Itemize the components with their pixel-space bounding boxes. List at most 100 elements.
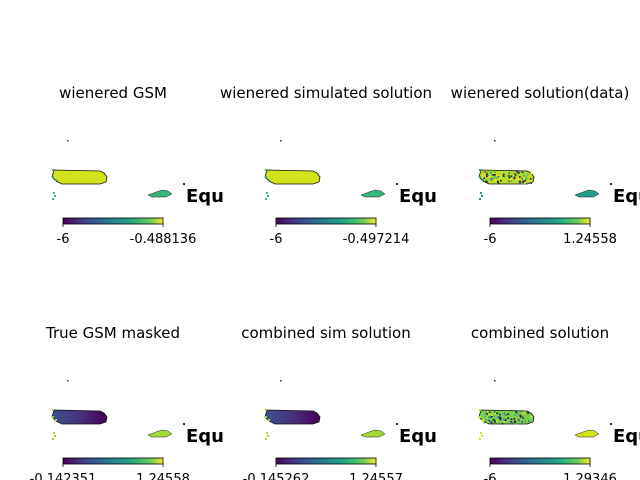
- noise-pixel: [515, 422, 517, 425]
- colorbar-min-label: -6: [57, 232, 70, 247]
- noise-pixel: [526, 419, 528, 422]
- edge-pixel: [55, 419, 57, 421]
- noise-pixel: [493, 416, 496, 418]
- noise-pixel: [530, 172, 533, 175]
- noise-pixel: [517, 181, 519, 184]
- edge-pixel: [52, 416, 54, 418]
- noise-pixel: [516, 419, 518, 422]
- noise-pixel: [527, 411, 529, 413]
- noise-pixel: [483, 177, 486, 180]
- edge-pixel: [479, 169, 481, 171]
- sky-region-main: [478, 169, 535, 185]
- edge-pixel: [52, 176, 54, 178]
- noise-pixel: [502, 173, 505, 176]
- noise-pixel: [484, 172, 486, 175]
- sky-region-main: [264, 169, 321, 185]
- noise-pixel: [483, 421, 485, 424]
- colorbar: [489, 217, 591, 225]
- noise-pixel: [498, 416, 501, 419]
- projection-label: Equ: [186, 186, 224, 207]
- noise-pixel: [529, 412, 531, 415]
- map-dot: [183, 183, 185, 185]
- edge-pixel: [265, 409, 267, 411]
- noise-pixel: [522, 181, 525, 184]
- noise-pixel: [498, 174, 501, 177]
- noise-pixel: [491, 174, 494, 177]
- noise-pixel: [524, 182, 526, 184]
- colorbar: [62, 217, 164, 225]
- noise-pixel: [521, 171, 524, 174]
- edge-pixel: [53, 432, 55, 434]
- colorbar-max-label: 1.24558: [563, 232, 617, 247]
- noise-pixel: [525, 177, 528, 180]
- sky-region-small: [360, 189, 386, 198]
- sky-region-main: [51, 409, 108, 425]
- noise-pixel: [502, 419, 505, 421]
- sky-region-small: [147, 429, 173, 438]
- noise-pixel: [491, 414, 493, 416]
- colorbar: [275, 217, 377, 225]
- colorbar: [275, 457, 377, 465]
- map-dot: [280, 380, 282, 382]
- noise-pixel: [489, 414, 491, 417]
- noise-pixel: [491, 420, 493, 423]
- noise-pixel: [515, 420, 517, 423]
- noise-pixel: [497, 416, 499, 418]
- noise-pixel: [519, 176, 521, 178]
- noise-pixel: [485, 417, 488, 420]
- edge-pixel: [52, 438, 54, 440]
- edge-pixel: [479, 416, 481, 418]
- edge-pixel: [265, 176, 267, 178]
- noise-pixel: [513, 421, 516, 424]
- subplot-title: combined sim solution: [241, 324, 411, 342]
- edge-pixel: [265, 438, 267, 440]
- noise-pixel: [503, 412, 506, 415]
- edge-pixel: [480, 192, 482, 194]
- noise-pixel: [490, 172, 492, 174]
- noise-pixel: [488, 416, 490, 418]
- noise-pixel: [486, 418, 489, 421]
- colorbar-max-label: 1.29346: [563, 472, 617, 480]
- noise-pixel: [529, 178, 532, 180]
- noise-pixel: [527, 173, 529, 176]
- noise-pixel: [501, 422, 504, 425]
- noise-pixel: [513, 418, 516, 420]
- noise-pixel: [527, 412, 529, 414]
- map-dot: [494, 380, 496, 382]
- noise-pixel: [514, 174, 517, 176]
- noise-pixel: [521, 421, 523, 423]
- noise-pixel: [516, 178, 519, 181]
- noise-pixel: [488, 413, 491, 416]
- noise-pixel: [490, 179, 493, 182]
- edge-pixel: [480, 432, 482, 434]
- noise-pixel: [503, 422, 505, 425]
- projection-label: Equ: [613, 186, 640, 207]
- noise-pixel: [522, 180, 524, 183]
- noise-pixel: [505, 414, 507, 416]
- subplot-title: True GSM masked: [45, 324, 180, 342]
- map-dot: [280, 140, 282, 142]
- noise-pixel: [508, 172, 511, 174]
- noise-pixel: [522, 417, 525, 419]
- noise-pixel: [490, 178, 492, 180]
- noise-pixel: [513, 419, 516, 421]
- noise-pixel: [499, 417, 502, 419]
- noise-pixel: [490, 421, 493, 424]
- subplot-5: combined sim solution Equ -0.145262 1.24557: [241, 324, 437, 480]
- noise-pixel: [504, 175, 506, 178]
- subplot-4: True GSM masked Equ -0.142351 1.24558: [30, 324, 224, 480]
- edge-pixel: [53, 192, 55, 194]
- map-dot: [183, 423, 185, 425]
- edge-pixel: [482, 179, 484, 181]
- noise-pixel: [519, 414, 522, 416]
- noise-pixel: [492, 419, 495, 421]
- noise-pixel: [494, 419, 497, 422]
- edge-pixel: [52, 409, 54, 411]
- colorbar-min-label: -6: [484, 472, 497, 480]
- projection-label: Equ: [613, 426, 640, 447]
- sky-region-small: [147, 189, 173, 198]
- projection-label: Equ: [186, 426, 224, 447]
- noise-pixel: [510, 178, 512, 180]
- noise-pixel: [525, 182, 528, 185]
- noise-pixel: [496, 420, 498, 422]
